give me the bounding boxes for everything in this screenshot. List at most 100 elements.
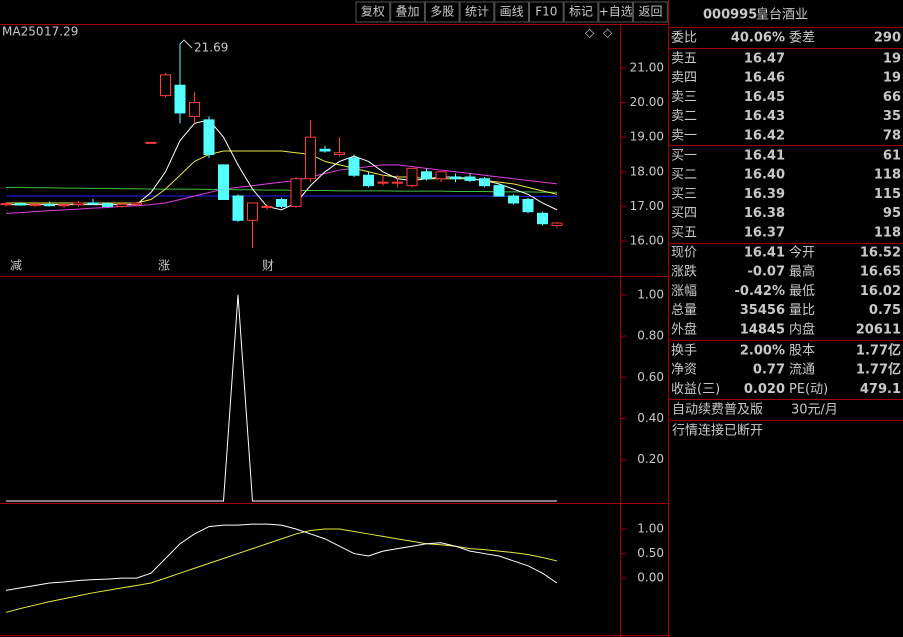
row-label: 净资 bbox=[671, 363, 697, 378]
toolbar-label[interactable]: 画线 bbox=[500, 5, 524, 19]
row-label: 委差 bbox=[789, 31, 815, 46]
event-marker[interactable]: 减 bbox=[10, 259, 22, 273]
book-volume: 61 bbox=[883, 149, 901, 164]
y-tick-label: 0.60 bbox=[637, 370, 664, 384]
row-label: 现价 bbox=[671, 246, 697, 261]
book-price: 16.47 bbox=[744, 52, 785, 67]
toolbar-label[interactable]: 叠加 bbox=[396, 5, 420, 19]
book-volume: 35 bbox=[883, 109, 901, 124]
y-tick-label: 0.80 bbox=[637, 329, 664, 343]
toolbar-button[interactable] bbox=[633, 1, 668, 23]
candle-body bbox=[203, 119, 215, 155]
toolbar-label[interactable]: +自选 bbox=[599, 5, 633, 19]
promo[interactable]: 自动续费普及版 bbox=[672, 403, 763, 418]
candle-body bbox=[73, 202, 84, 206]
status: 行情连接已断开 bbox=[672, 423, 763, 439]
toolbar: 复权 叠加 多股 统计 画线 F10 标记 +自选 返回 bbox=[355, 1, 668, 23]
event-marker[interactable]: 财 bbox=[262, 259, 274, 273]
row-label: 股本 bbox=[789, 344, 815, 359]
toolbar-button[interactable] bbox=[459, 1, 495, 23]
quote-panel: 000995 皇台酒业 自动续费普及版 30元/月 行情连接已断开 委比 40.0… bbox=[671, 8, 901, 439]
toolbar-button[interactable] bbox=[598, 1, 634, 23]
book-price: 16.37 bbox=[744, 225, 785, 240]
candle-body bbox=[218, 164, 229, 200]
toolbar-button[interactable] bbox=[529, 1, 564, 23]
book-volume: 78 bbox=[883, 128, 901, 143]
candle-body bbox=[15, 203, 26, 206]
row-value: 0.77 bbox=[753, 363, 785, 378]
book-label: 买一 bbox=[671, 149, 697, 164]
panel-icon[interactable]: ◇ bbox=[603, 26, 613, 40]
candle-body bbox=[276, 198, 287, 207]
book-volume: 118 bbox=[874, 225, 901, 240]
panel-icon[interactable]: ◇ bbox=[585, 26, 595, 40]
candle-body bbox=[421, 171, 432, 180]
row-value: 35456 bbox=[740, 303, 785, 318]
row-value: 40.06% bbox=[731, 31, 785, 46]
book-price: 16.40 bbox=[744, 168, 785, 183]
toolbar-button[interactable] bbox=[390, 1, 425, 23]
y-tick-label: 1.00 bbox=[637, 287, 664, 301]
candle-body bbox=[450, 176, 461, 180]
book-price: 16.43 bbox=[744, 109, 785, 124]
row-value: 1.77亿 bbox=[856, 343, 901, 359]
y-tick-label: 16.00 bbox=[630, 234, 664, 248]
book-label: 卖五 bbox=[671, 52, 697, 67]
toolbar-label[interactable]: 返回 bbox=[638, 5, 662, 19]
book-price: 16.42 bbox=[744, 128, 785, 143]
candle-body bbox=[116, 203, 128, 207]
book-label: 买三 bbox=[671, 187, 697, 202]
candle-body bbox=[87, 202, 99, 205]
line-series bbox=[5, 523, 558, 591]
candle-body bbox=[435, 171, 447, 180]
toolbar-label[interactable]: 统计 bbox=[465, 5, 489, 19]
row-label: 涨幅 bbox=[671, 284, 697, 299]
main-chart: 21.00 20.00 19.00 18.00 17.00 16.00 21.69 MA250… bbox=[0, 25, 664, 273]
candle-body bbox=[537, 212, 548, 225]
row-value: 20611 bbox=[856, 322, 901, 337]
row-value: -0.42% bbox=[735, 284, 786, 299]
toolbar-label[interactable]: 多股 bbox=[430, 5, 454, 19]
row-label: 流通 bbox=[789, 363, 815, 378]
book-volume: 95 bbox=[883, 206, 901, 221]
toolbar-button[interactable] bbox=[494, 1, 529, 23]
indicator-2: 1.00 0.50 0.00 bbox=[5, 522, 664, 613]
toolbar-label[interactable]: 标记 bbox=[569, 5, 593, 19]
toolbar-button[interactable] bbox=[355, 1, 391, 23]
row-value: 16.52 bbox=[860, 246, 901, 261]
book-price: 16.38 bbox=[744, 206, 785, 221]
row-label: 量比 bbox=[789, 303, 815, 318]
toolbar-label[interactable]: F10 bbox=[535, 5, 557, 19]
candle-body bbox=[479, 178, 490, 187]
row-label: 涨跌 bbox=[671, 264, 697, 280]
toolbar-button[interactable] bbox=[424, 1, 460, 23]
candle-body bbox=[348, 157, 360, 176]
row-value: 16.41 bbox=[744, 246, 785, 261]
promo-price[interactable]: 30元/月 bbox=[791, 403, 838, 418]
book-price: 16.46 bbox=[744, 71, 785, 86]
event-marker[interactable]: 涨 bbox=[158, 258, 170, 273]
book-volume: 19 bbox=[883, 71, 901, 86]
toolbar-button[interactable] bbox=[563, 1, 599, 23]
candle-body bbox=[464, 176, 476, 181]
ma-label: MA250 bbox=[2, 25, 43, 39]
candle-body bbox=[551, 222, 563, 226]
toolbar-label[interactable]: 复权 bbox=[361, 5, 385, 19]
book-label: 卖四 bbox=[671, 71, 697, 86]
y-tick-label: 0.50 bbox=[637, 546, 664, 560]
row-value: 16.65 bbox=[860, 265, 901, 280]
row-label: 最低 bbox=[789, 284, 815, 299]
y-tick-label: 0.40 bbox=[637, 411, 664, 425]
candle-body bbox=[232, 195, 244, 221]
line-series bbox=[5, 164, 558, 214]
candle-body bbox=[247, 202, 258, 221]
row-value: -0.07 bbox=[748, 265, 785, 280]
row-value: 1.77亿 bbox=[856, 362, 901, 378]
candle-body bbox=[0, 203, 12, 206]
candle-body bbox=[493, 185, 505, 197]
row-label: 总量 bbox=[671, 303, 697, 318]
candle-body bbox=[160, 74, 171, 97]
candle-body bbox=[377, 181, 389, 184]
